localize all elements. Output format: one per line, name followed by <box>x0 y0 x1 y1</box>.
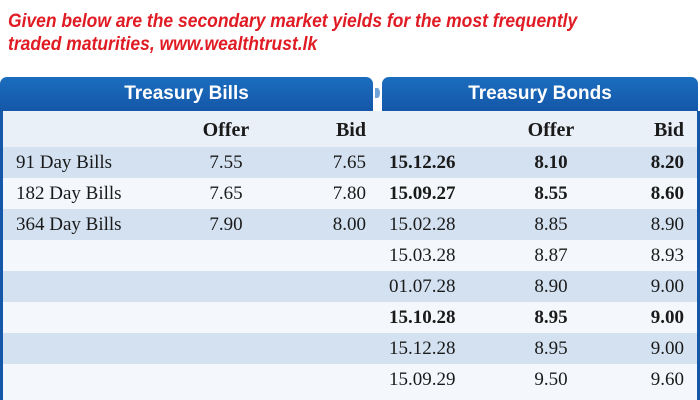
bond-maturity: 15.09.29 <box>389 369 456 390</box>
bond-offer: 8.95 <box>534 307 568 328</box>
caption-line-1: Given below are the secondary market yie… <box>8 11 578 32</box>
bond-maturity: 15.09.27 <box>389 183 456 204</box>
table-row: 15.10.28 8.95 9.00 <box>3 302 697 334</box>
bond-offer: 9.50 <box>534 369 568 390</box>
bond-maturity: 01.07.28 <box>389 276 456 297</box>
bill-name: 91 Day Bills <box>16 152 113 173</box>
bonds-bid-header: Bid <box>653 119 684 141</box>
bond-bid: 9.00 <box>650 338 684 359</box>
bond-bid: 8.93 <box>650 245 684 266</box>
bills-offer-header: Offer <box>202 119 250 141</box>
treasury-bills-header: Treasury Bills <box>0 77 373 111</box>
yields-table: Offer Bid Offer Bid 91 Day Bills 7.55 7.… <box>0 111 700 400</box>
bond-bid: 9.00 <box>650 307 684 328</box>
bill-offer: 7.90 <box>209 214 243 235</box>
table-row: 182 Day Bills 7.65 7.80 15.09.27 8.55 8.… <box>3 178 697 210</box>
bond-bid: 9.00 <box>650 276 684 297</box>
bond-offer: 8.90 <box>534 276 568 297</box>
bill-offer: 7.65 <box>209 183 243 204</box>
bond-maturity: 15.12.28 <box>389 338 456 359</box>
bill-bid: 8.00 <box>332 214 366 235</box>
table-row: 91 Day Bills 7.55 7.65 15.12.26 8.10 8.2… <box>3 147 697 179</box>
bonds-offer-header: Offer <box>527 119 575 141</box>
table-row: 364 Day Bills 7.90 8.00 15.02.28 8.85 8.… <box>3 209 697 241</box>
table-row: 15.09.29 9.50 9.60 <box>3 364 697 400</box>
column-header-row: Offer Bid Offer Bid <box>3 111 697 147</box>
bond-offer: 8.95 <box>534 338 568 359</box>
bond-offer: 8.85 <box>534 214 568 235</box>
treasury-bonds-header: Treasury Bonds <box>382 77 698 111</box>
bond-maturity: 15.03.28 <box>389 245 456 266</box>
caption-line-2: traded maturities, www.wealthtrust.lk <box>8 34 318 55</box>
table-row: 15.03.28 8.87 8.93 <box>3 240 697 272</box>
table-row: 15.12.28 8.95 9.00 <box>3 333 697 365</box>
table-row: 01.07.28 8.90 9.00 <box>3 271 697 303</box>
bond-maturity: 15.10.28 <box>389 307 456 328</box>
bond-bid: 8.20 <box>650 152 684 173</box>
bond-offer: 8.87 <box>534 245 568 266</box>
bond-offer: 8.10 <box>534 152 568 173</box>
bond-bid: 8.90 <box>650 214 684 235</box>
caption-text: Given below are the secondary market yie… <box>8 10 637 56</box>
bond-bid: 8.60 <box>650 183 684 204</box>
bills-bid-header: Bid <box>335 119 366 141</box>
bill-bid: 7.80 <box>332 183 366 204</box>
bill-bid: 7.65 <box>332 152 366 173</box>
bond-bid: 9.60 <box>650 369 684 390</box>
bond-maturity: 15.02.28 <box>389 214 456 235</box>
tab-divider <box>375 88 380 98</box>
bill-offer: 7.55 <box>209 152 243 173</box>
bond-maturity: 15.12.26 <box>389 152 456 173</box>
bill-name: 182 Day Bills <box>16 183 122 204</box>
bill-name: 364 Day Bills <box>16 214 122 235</box>
bond-offer: 8.55 <box>534 183 568 204</box>
